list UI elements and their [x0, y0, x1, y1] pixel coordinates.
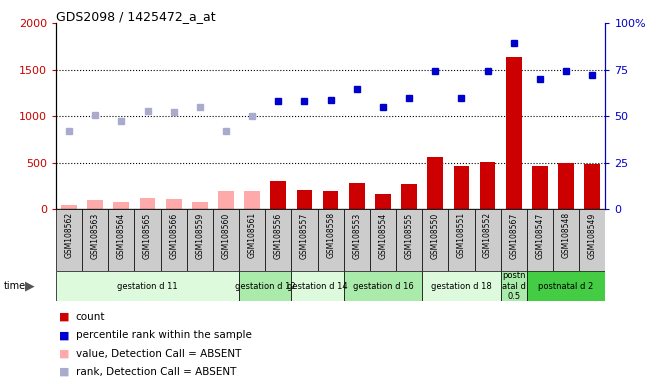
Text: GSM108564: GSM108564: [117, 212, 126, 258]
Bar: [501, 209, 527, 271]
Text: GSM108550: GSM108550: [431, 212, 440, 258]
Text: gestation d 14: gestation d 14: [288, 281, 348, 291]
Text: GSM108560: GSM108560: [222, 212, 230, 258]
Text: GSM108562: GSM108562: [64, 212, 74, 258]
Text: ■: ■: [59, 349, 70, 359]
Text: GSM108554: GSM108554: [378, 212, 388, 258]
Bar: [88, 200, 103, 209]
Bar: [291, 271, 343, 301]
Bar: [56, 271, 239, 301]
Text: GSM108557: GSM108557: [300, 212, 309, 258]
Bar: [109, 209, 134, 271]
Bar: [375, 194, 391, 209]
Bar: [553, 209, 579, 271]
Text: ■: ■: [59, 367, 70, 377]
Bar: [527, 209, 553, 271]
Text: GDS2098 / 1425472_a_at: GDS2098 / 1425472_a_at: [56, 10, 216, 23]
Bar: [343, 209, 370, 271]
Bar: [56, 209, 82, 271]
Bar: [474, 209, 501, 271]
Bar: [401, 184, 417, 209]
Bar: [318, 209, 343, 271]
Text: count: count: [76, 312, 105, 322]
Text: GSM108559: GSM108559: [195, 212, 205, 258]
Text: GSM108549: GSM108549: [588, 212, 597, 258]
Bar: [532, 166, 548, 209]
Text: gestation d 16: gestation d 16: [353, 281, 413, 291]
Bar: [396, 209, 422, 271]
Bar: [558, 163, 574, 209]
Bar: [579, 209, 605, 271]
Text: GSM108567: GSM108567: [509, 212, 519, 258]
Text: GSM108563: GSM108563: [91, 212, 99, 258]
Text: GSM108553: GSM108553: [352, 212, 361, 258]
Bar: [134, 209, 161, 271]
Bar: [270, 181, 286, 209]
Text: GSM108561: GSM108561: [247, 212, 257, 258]
Text: GSM108556: GSM108556: [274, 212, 283, 258]
Bar: [422, 271, 501, 301]
Text: postn
atal d
0.5: postn atal d 0.5: [502, 271, 526, 301]
Text: value, Detection Call = ABSENT: value, Detection Call = ABSENT: [76, 349, 241, 359]
Bar: [213, 209, 239, 271]
Bar: [422, 209, 448, 271]
Text: gestation d 18: gestation d 18: [431, 281, 492, 291]
Text: percentile rank within the sample: percentile rank within the sample: [76, 330, 251, 340]
Text: ■: ■: [59, 312, 70, 322]
Text: GSM108565: GSM108565: [143, 212, 152, 258]
Text: GSM108548: GSM108548: [562, 212, 570, 258]
Bar: [139, 198, 155, 209]
Bar: [501, 271, 527, 301]
Bar: [343, 271, 422, 301]
Text: postnatal d 2: postnatal d 2: [538, 281, 594, 291]
Text: GSM108547: GSM108547: [536, 212, 544, 258]
Text: gestation d 11: gestation d 11: [117, 281, 178, 291]
Bar: [297, 190, 313, 209]
Bar: [239, 271, 291, 301]
Text: ■: ■: [59, 330, 70, 340]
Bar: [218, 191, 234, 209]
Text: gestation d 12: gestation d 12: [235, 281, 295, 291]
Bar: [265, 209, 291, 271]
Bar: [187, 209, 213, 271]
Text: rank, Detection Call = ABSENT: rank, Detection Call = ABSENT: [76, 367, 236, 377]
Bar: [323, 191, 338, 209]
Bar: [166, 199, 182, 209]
Text: GSM108555: GSM108555: [405, 212, 414, 258]
Bar: [239, 209, 265, 271]
Bar: [584, 164, 600, 209]
Bar: [527, 271, 605, 301]
Bar: [506, 58, 522, 209]
Bar: [161, 209, 187, 271]
Bar: [291, 209, 318, 271]
Bar: [82, 209, 109, 271]
Bar: [113, 202, 129, 209]
Bar: [244, 191, 260, 209]
Bar: [61, 205, 77, 209]
Bar: [192, 202, 208, 209]
Bar: [370, 209, 396, 271]
Text: GSM108551: GSM108551: [457, 212, 466, 258]
Bar: [428, 157, 443, 209]
Bar: [453, 166, 469, 209]
Text: GSM108558: GSM108558: [326, 212, 335, 258]
Text: ▶: ▶: [25, 280, 35, 293]
Bar: [448, 209, 474, 271]
Bar: [480, 162, 495, 209]
Text: GSM108566: GSM108566: [169, 212, 178, 258]
Text: time: time: [3, 281, 26, 291]
Bar: [349, 183, 365, 209]
Text: GSM108552: GSM108552: [483, 212, 492, 258]
